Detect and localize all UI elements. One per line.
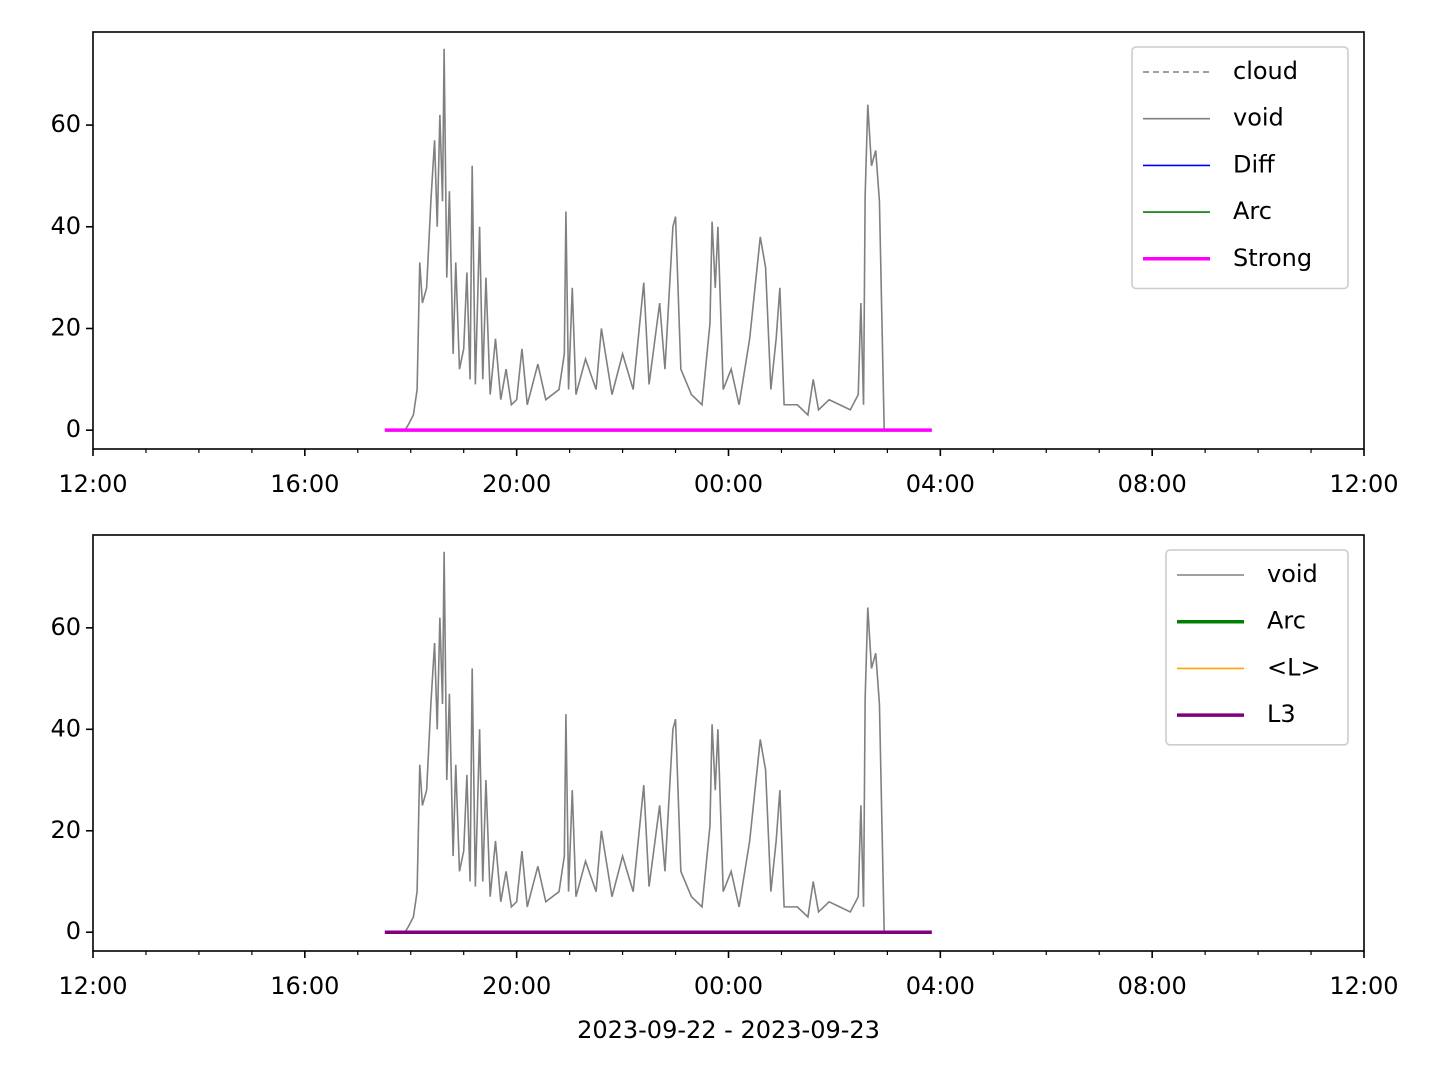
x-tick-label: 04:00 [906,470,975,498]
legend-label: <L> [1267,653,1321,681]
y-tick-label: 0 [66,917,81,945]
x-tick-label: 00:00 [694,972,763,1000]
legend-label: Diff [1233,150,1275,178]
y-tick-label: 40 [50,714,81,742]
legend-label: Arc [1233,197,1272,225]
legend-label: Strong [1233,244,1312,272]
y-tick-label: 20 [50,816,81,844]
x-tick-label: 08:00 [1118,470,1187,498]
y-tick-label: 0 [66,415,81,443]
axes: 0 20 40 60 12:00 16:00 20:00 00:00 04:00 08:00 12:… [50,534,1399,1044]
y-tick-label: 20 [50,313,81,341]
legend: void Arc <L> L3 [1165,549,1349,746]
legend-label: L3 [1267,700,1296,728]
x-tick-label: 12:00 [58,972,127,1000]
x-tick-label: 12:00 [1329,972,1398,1000]
legend-frame [1165,549,1349,746]
x-tick-label: 16:00 [270,972,339,1000]
legend-frame [1131,46,1349,290]
y-tick-label: 40 [50,212,81,240]
legend-label: Arc [1267,607,1306,635]
series-line [404,48,885,431]
legend-label: void [1233,104,1284,132]
y-tick-label: 60 [50,110,81,138]
legend-label: cloud [1233,57,1298,85]
y-tick-label: 60 [50,613,81,641]
series-line [404,551,885,933]
x-tick-label: 08:00 [1118,972,1187,1000]
x-tick-label: 20:00 [482,972,551,1000]
legend-label: void [1267,560,1318,588]
x-tick-label: 20:00 [482,470,551,498]
axes: 0 20 40 60 12:00 16:00 20:00 00:00 04:00 08:00 12:… [50,31,1399,498]
x-axis-label: 2023-09-22 - 2023-09-23 [577,1016,880,1044]
x-tick-label: 12:00 [1329,470,1398,498]
x-tick-label: 00:00 [694,470,763,498]
x-tick-label: 04:00 [906,972,975,1000]
legend: cloud void Diff Arc Strong [1131,46,1349,290]
x-tick-label: 16:00 [270,470,339,498]
x-tick-label: 12:00 [58,470,127,498]
